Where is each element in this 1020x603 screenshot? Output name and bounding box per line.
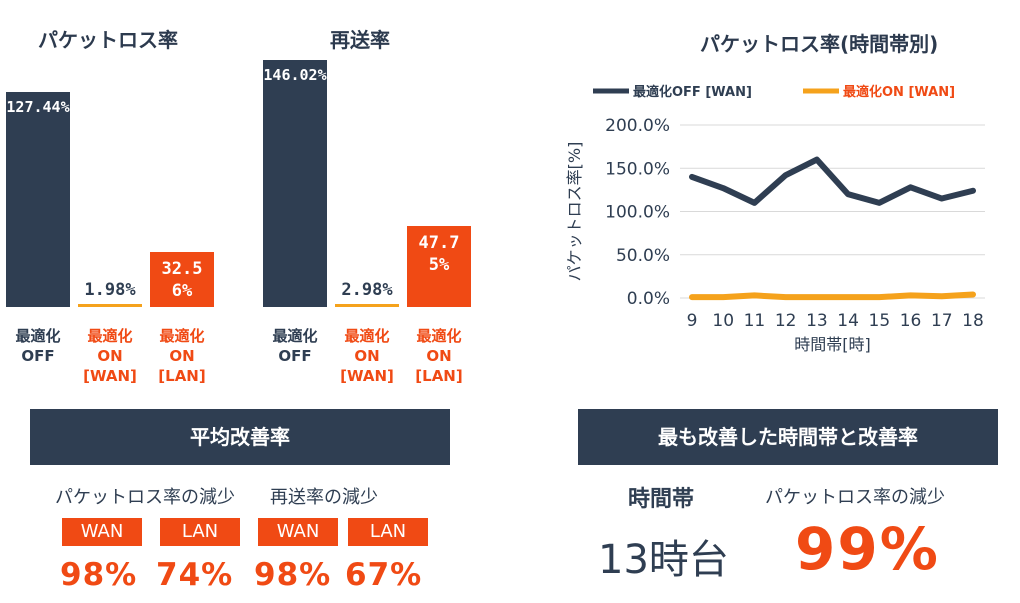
- packet-loss-chart-title: パケットロス率: [38, 28, 178, 52]
- value-wan-resend: 98%: [254, 557, 332, 593]
- retransmission-bar-label-2: 47.75%: [418, 233, 460, 276]
- legend-label-1: 最適化ON [WAN]: [843, 84, 955, 100]
- packet-loss-bar-label-1: 1.98%: [84, 280, 136, 300]
- packet-loss-bar-1: [78, 304, 142, 307]
- packet-loss-line-chart: 0.0% 50.0% 100.0% 150.0% 200.0% 9 10 11 12 13 14 15…: [565, 84, 985, 354]
- retransmission-bar-2: [407, 226, 471, 307]
- x-tick-label: 11: [744, 311, 766, 331]
- retransmission-reduction-label: 再送率の減少: [270, 487, 378, 508]
- x-tick-label: 13: [806, 311, 828, 331]
- retransmission-bar-0: [263, 60, 327, 307]
- packet-loss-category-0: 最適化 OFF: [15, 327, 61, 365]
- packet-loss-bar-2: [150, 251, 214, 307]
- average-improvement-banner: 平均改善率: [30, 409, 450, 465]
- y-tick-label: 50.0%: [616, 246, 670, 266]
- line-chart-title: パケットロス率(時間帯別): [700, 32, 939, 56]
- time-label: 時間帯: [628, 487, 695, 512]
- tag-lan-packet: LAN: [160, 518, 240, 546]
- retransmission-bar-1: [335, 304, 399, 307]
- retransmission-category-2: 最適化 ON [LAN]: [415, 327, 463, 385]
- x-tick-label: 17: [931, 311, 953, 331]
- retransmission-category-0: 最適化 OFF: [272, 327, 318, 365]
- x-tick-label: 14: [837, 311, 859, 331]
- y-axis-label: パケットロス率[%]: [565, 142, 584, 282]
- x-tick-label: 12: [775, 311, 797, 331]
- x-tick-label: 15: [869, 311, 891, 331]
- x-axis-label: 時間帯[時]: [794, 335, 871, 354]
- legend-label-0: 最適化OFF [WAN]: [633, 84, 752, 100]
- retransmission-bar-label-1: 2.98%: [341, 280, 393, 300]
- packet-loss-bar-label-0: 127.44%: [6, 97, 70, 116]
- value-wan-packet: 98%: [60, 557, 138, 593]
- y-tick-label: 0.0%: [627, 289, 670, 309]
- packet-loss-bar-label-2: 32.56%: [161, 258, 203, 301]
- series-line-1: [689, 291, 976, 301]
- packet-loss-bar-0: [6, 91, 70, 307]
- series-line-0: [689, 156, 976, 206]
- best-time-improvement-banner: 最も改善した時間帯と改善率: [578, 409, 998, 465]
- retransmission-bar-label-0: 146.02%: [263, 66, 327, 85]
- tag-lan-resend: LAN: [348, 518, 428, 546]
- value-lan-resend: 67%: [345, 557, 423, 593]
- packet-loss-category-1: 最適化 ON [WAN]: [83, 327, 137, 385]
- y-tick-label: 100.0%: [605, 203, 670, 223]
- packet-loss-category-2: 最適化 ON [LAN]: [158, 327, 206, 385]
- reduction-label: パケットロス率の減少: [765, 487, 945, 508]
- x-tick-label: 18: [962, 311, 984, 331]
- tag-wan-resend: WAN: [258, 518, 338, 546]
- best-reduction-value: 99%: [795, 515, 940, 583]
- x-tick-label: 16: [900, 311, 922, 331]
- packet-loss-reduction-label: パケットロス率の減少: [55, 487, 235, 508]
- tag-wan-packet: WAN: [62, 518, 142, 546]
- y-tick-label: 150.0%: [605, 159, 670, 179]
- x-tick-label: 10: [712, 311, 734, 331]
- retransmission-category-1: 最適化 ON [WAN]: [340, 327, 394, 385]
- best-time-value: 13時台: [598, 537, 729, 583]
- x-tick-label: 9: [687, 311, 698, 331]
- value-lan-packet: 74%: [156, 557, 234, 593]
- y-tick-label: 200.0%: [605, 116, 670, 136]
- retransmission-chart-title: 再送率: [330, 28, 390, 52]
